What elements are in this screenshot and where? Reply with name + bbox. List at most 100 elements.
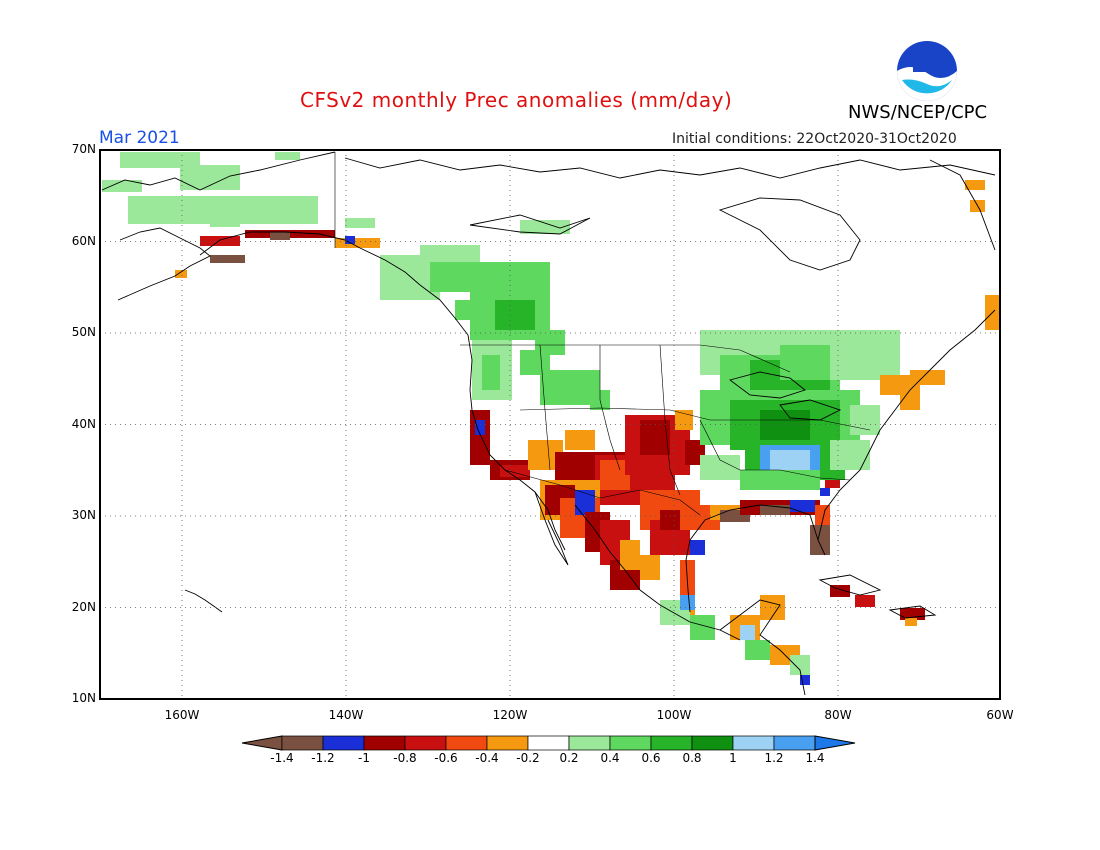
colorbar-segment <box>568 735 611 751</box>
colorbar-segment <box>486 735 529 751</box>
colorbar-label: 1.4 <box>805 751 825 765</box>
colorbar-label: 1.2 <box>764 751 784 765</box>
map-title: CFSv2 monthly Prec anomalies (mm/day) <box>300 88 733 112</box>
forecast-month: Mar 2021 <box>99 128 180 148</box>
longitude-label: 140W <box>328 708 364 722</box>
anomaly-cell-blue-dry <box>820 488 830 496</box>
latitude-label: 30N <box>71 508 96 522</box>
colorbar-label: -1.4 <box>270 751 294 765</box>
longitude-label: 160W <box>164 708 200 722</box>
colorbar-label: 0.2 <box>559 751 579 765</box>
anomaly-cell-blue-dry <box>475 420 485 435</box>
longitude-label: 100W <box>656 708 692 722</box>
anomaly-cell-brown <box>810 525 830 555</box>
colorbar-segment <box>650 735 693 751</box>
anomaly-cell-blue-dry <box>800 675 810 685</box>
colorbar-label: -0.4 <box>475 751 499 765</box>
anomaly-cell-orange <box>965 180 985 190</box>
colorbar-segment <box>691 735 734 751</box>
anomaly-cell-dark-red <box>470 410 490 465</box>
colorbar-label: -0.8 <box>393 751 417 765</box>
latitude-label: 20N <box>71 599 96 614</box>
anomaly-cell-orange <box>900 385 920 410</box>
anomaly-cell-orange <box>905 618 917 626</box>
anomaly-cell-red <box>855 595 875 607</box>
colorbar-segment <box>322 735 365 751</box>
latitude-label: 60N <box>71 233 96 248</box>
colorbar-label: 1 <box>729 751 737 765</box>
anomaly-cell-light-green <box>830 440 870 470</box>
anomaly-cell-light-green <box>180 165 240 190</box>
anomaly-cell-orange <box>175 270 187 278</box>
longitude-label: 120W <box>492 708 528 722</box>
colorbar-segment <box>445 735 488 751</box>
anomaly-cell-green <box>740 470 820 490</box>
anomaly-cell-light-green <box>850 405 880 435</box>
noaa-logo-icon <box>897 41 957 101</box>
colorbar-label: -1 <box>358 751 370 765</box>
colorbar-segment <box>404 735 447 751</box>
graticule <box>100 150 1000 699</box>
latitude-label: 10N <box>71 691 96 705</box>
anomaly-cell-red <box>500 465 530 477</box>
colorbar-segment <box>609 735 652 751</box>
political-borders <box>334 152 871 516</box>
map-frame <box>99 149 1001 700</box>
colorbar-segment <box>732 735 775 751</box>
initial-conditions: Initial conditions: 22Oct2020-31Oct2020 <box>672 131 957 147</box>
colorbar-label: 0.6 <box>641 751 661 765</box>
anomaly-cell-dark-red <box>660 510 685 530</box>
colorbar-segment <box>281 735 324 751</box>
colorbar-label: -0.6 <box>434 751 458 765</box>
latitude-label: 70N <box>71 142 96 156</box>
anomaly-cell-light-green <box>345 218 375 228</box>
colorbar-right-arrow <box>814 735 856 751</box>
coastlines <box>101 151 996 696</box>
anomaly-cell-blue-dry <box>345 236 355 244</box>
anomaly-cell-green <box>745 640 770 660</box>
anomaly-cell-dark-red <box>640 420 670 455</box>
latitude-label: 50N <box>71 325 96 339</box>
anomaly-cell-orange <box>675 410 693 430</box>
anomaly-cell-dark-green <box>760 410 810 440</box>
anomaly-cell-blue-dry <box>575 490 595 515</box>
anomaly-cells <box>102 152 1000 685</box>
agency-label: NWS/NCEP/CPC <box>848 102 988 123</box>
anomaly-cell-light-blue <box>740 625 755 640</box>
anomaly-cell-orange <box>335 238 380 248</box>
colorbar-label: 0.8 <box>682 751 702 765</box>
anomaly-cell-orange <box>620 540 640 570</box>
anomaly-cell-blue-dry <box>690 540 705 555</box>
anomaly-cell-brown <box>210 255 245 263</box>
anomaly-cell-green <box>535 330 565 355</box>
anomaly-cell-orange <box>640 555 660 580</box>
anomaly-cell-light-green <box>102 180 142 192</box>
anomaly-cell-blue-dry <box>790 500 815 512</box>
anomaly-cell-light-green <box>120 152 200 168</box>
colorbar-left-arrow <box>241 735 283 751</box>
anomaly-cell-light-green <box>275 152 300 160</box>
colorbar-label: 0.4 <box>600 751 620 765</box>
anomaly-cell-blue-wet <box>680 595 695 610</box>
anomaly-cell-light-green <box>830 340 900 380</box>
longitude-label: 80W <box>824 708 852 722</box>
anomaly-cell-brown <box>760 505 790 515</box>
colorbar-label: -1.2 <box>311 751 335 765</box>
colorbar-segment <box>773 735 816 751</box>
anomaly-cell-light-green <box>520 220 570 234</box>
anomaly-cell-brown <box>270 232 290 240</box>
anomaly-cell-red <box>200 236 240 246</box>
anomaly-cell-light-green <box>700 455 740 480</box>
colorbar-segment <box>363 735 406 751</box>
latitude-label: 40N <box>71 416 96 431</box>
colorbar-label: -0.2 <box>516 751 540 765</box>
anomaly-cell-light-green <box>210 215 240 227</box>
anomaly-cell-light-green <box>790 655 810 675</box>
colorbar <box>241 735 856 751</box>
longitude-label: 60W <box>986 708 1014 722</box>
anomaly-cell-mid-green <box>495 300 535 330</box>
anomaly-cell-green <box>482 355 500 390</box>
colorbar-segment <box>527 735 570 751</box>
anomaly-cell-red <box>825 480 840 488</box>
